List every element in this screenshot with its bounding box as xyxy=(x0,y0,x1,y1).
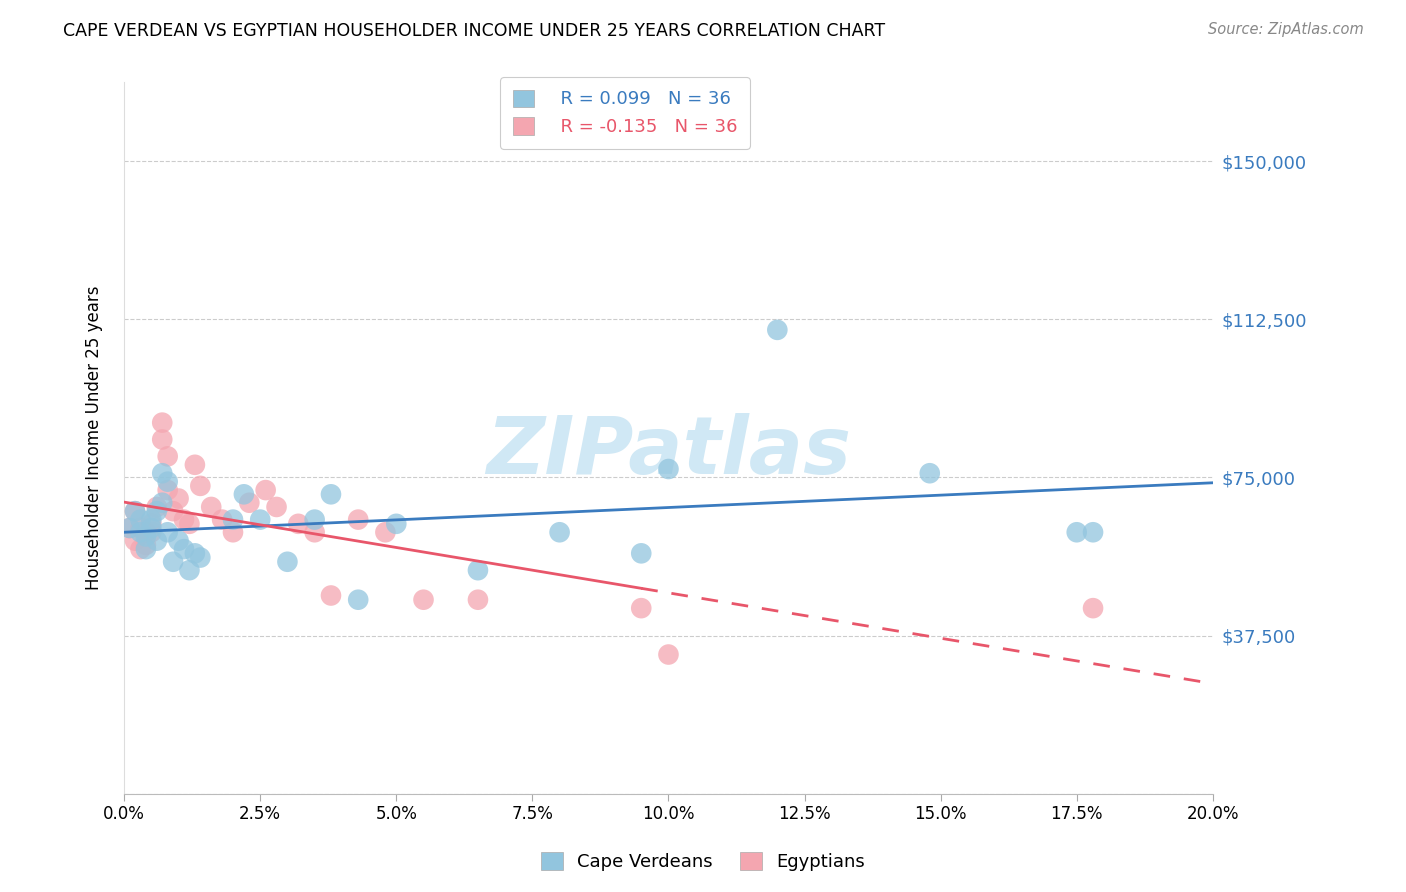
Point xyxy=(1081,601,1104,615)
Legend: Cape Verdeans, Egyptians: Cape Verdeans, Egyptians xyxy=(534,846,872,879)
Legend:   R = 0.099   N = 36,   R = -0.135   N = 36: R = 0.099 N = 36, R = -0.135 N = 36 xyxy=(501,77,749,149)
Point xyxy=(173,513,195,527)
Point xyxy=(141,516,163,531)
Point xyxy=(146,500,169,514)
Point xyxy=(766,323,789,337)
Point xyxy=(146,504,169,518)
Point xyxy=(118,521,141,535)
Point xyxy=(150,496,173,510)
Point xyxy=(657,648,679,662)
Point xyxy=(630,546,652,560)
Point xyxy=(254,483,277,497)
Point xyxy=(304,525,326,540)
Point xyxy=(179,516,201,531)
Point xyxy=(188,550,211,565)
Point xyxy=(129,521,152,535)
Point xyxy=(184,458,207,472)
Point xyxy=(156,525,179,540)
Point xyxy=(146,533,169,548)
Point xyxy=(135,529,157,543)
Point xyxy=(385,516,408,531)
Point xyxy=(124,504,146,518)
Point xyxy=(918,467,941,481)
Point xyxy=(162,504,184,518)
Point xyxy=(141,525,163,540)
Point xyxy=(266,500,288,514)
Point xyxy=(200,500,222,514)
Point xyxy=(184,546,207,560)
Point xyxy=(374,525,396,540)
Point xyxy=(124,533,146,548)
Point xyxy=(304,513,326,527)
Point xyxy=(347,513,370,527)
Point xyxy=(150,467,173,481)
Point xyxy=(467,592,489,607)
Point xyxy=(287,516,309,531)
Text: ZIPatlas: ZIPatlas xyxy=(486,413,851,491)
Point xyxy=(188,479,211,493)
Point xyxy=(657,462,679,476)
Point xyxy=(249,513,271,527)
Point xyxy=(276,555,298,569)
Point xyxy=(222,513,245,527)
Point xyxy=(347,592,370,607)
Point xyxy=(232,487,254,501)
Point xyxy=(222,525,245,540)
Point xyxy=(319,589,342,603)
Point xyxy=(129,542,152,557)
Point xyxy=(124,504,146,518)
Point xyxy=(118,521,141,535)
Point xyxy=(135,538,157,552)
Y-axis label: Householder Income Under 25 years: Householder Income Under 25 years xyxy=(86,285,103,591)
Point xyxy=(412,592,434,607)
Text: CAPE VERDEAN VS EGYPTIAN HOUSEHOLDER INCOME UNDER 25 YEARS CORRELATION CHART: CAPE VERDEAN VS EGYPTIAN HOUSEHOLDER INC… xyxy=(63,22,886,40)
Point xyxy=(179,563,201,577)
Point xyxy=(162,555,184,569)
Text: Source: ZipAtlas.com: Source: ZipAtlas.com xyxy=(1208,22,1364,37)
Point xyxy=(129,525,152,540)
Point xyxy=(141,513,163,527)
Point xyxy=(467,563,489,577)
Point xyxy=(548,525,571,540)
Point xyxy=(135,542,157,557)
Point xyxy=(211,513,233,527)
Point xyxy=(135,525,157,540)
Point xyxy=(1081,525,1104,540)
Point xyxy=(141,521,163,535)
Point xyxy=(173,542,195,557)
Point xyxy=(156,450,179,464)
Point xyxy=(167,491,190,506)
Point xyxy=(129,513,152,527)
Point xyxy=(150,416,173,430)
Point xyxy=(156,483,179,497)
Point xyxy=(156,475,179,489)
Point xyxy=(630,601,652,615)
Point xyxy=(238,496,260,510)
Point xyxy=(167,533,190,548)
Point xyxy=(150,433,173,447)
Point xyxy=(1066,525,1088,540)
Point xyxy=(319,487,342,501)
